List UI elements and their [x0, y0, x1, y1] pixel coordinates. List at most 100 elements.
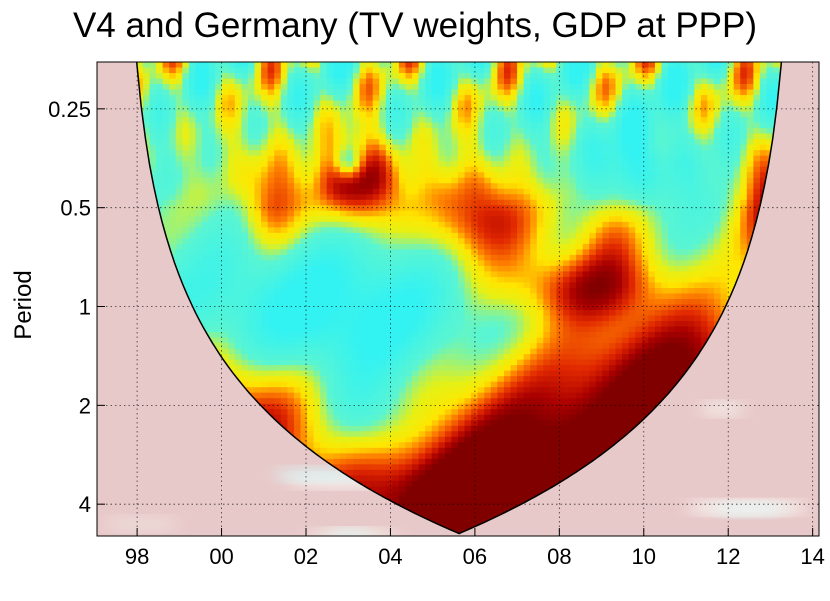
heatmap-cell — [352, 95, 361, 102]
heatmap-cell — [536, 144, 544, 151]
heatmap-cell — [766, 62, 774, 69]
heatmap-cell — [523, 128, 531, 135]
heatmap-cell — [425, 210, 433, 217]
heatmap-cell — [602, 73, 610, 80]
heatmap-cell — [451, 155, 459, 162]
heatmap-cell — [458, 122, 466, 129]
heatmap-cell — [307, 188, 315, 195]
heatmap-cell — [385, 67, 393, 74]
heatmap-cell — [635, 287, 643, 295]
heatmap-cell — [142, 84, 151, 91]
heatmap-cell — [517, 304, 525, 311]
heatmap-cell — [694, 299, 702, 306]
heatmap-cell — [569, 106, 577, 113]
heatmap-cell — [713, 100, 722, 107]
heatmap-cell — [569, 166, 577, 173]
heatmap-cell — [333, 117, 341, 124]
heatmap-cell — [766, 67, 774, 74]
heatmap-cell — [359, 271, 367, 278]
heatmap-cell — [523, 122, 531, 129]
heatmap-cell — [405, 67, 413, 74]
heatmap-cell — [477, 166, 485, 173]
heatmap-cell — [569, 243, 577, 250]
heatmap-cell — [490, 238, 498, 245]
heatmap-cell — [740, 199, 748, 206]
heatmap-cell — [234, 95, 242, 102]
heatmap-cell — [608, 155, 617, 162]
heatmap-cell — [438, 177, 446, 184]
heatmap-cell — [438, 199, 446, 206]
heatmap-cell — [228, 155, 236, 162]
heatmap-cell — [425, 254, 433, 262]
heatmap-cell — [241, 177, 249, 184]
heatmap-cell — [169, 199, 177, 206]
heatmap-cell — [595, 67, 603, 74]
heatmap-cell — [320, 155, 328, 162]
heatmap-cell — [444, 216, 453, 223]
heatmap-cell — [484, 67, 492, 74]
heatmap-cell — [352, 199, 361, 206]
heatmap-cell — [142, 128, 151, 135]
heatmap-cell — [674, 100, 682, 107]
heatmap-cell — [536, 282, 544, 289]
heatmap-cell — [215, 304, 223, 311]
heatmap-cell — [175, 210, 183, 217]
heatmap-cell — [523, 177, 531, 184]
heatmap-cell — [556, 161, 564, 168]
heatmap-cell — [188, 293, 197, 300]
heatmap-cell — [766, 84, 774, 91]
heatmap-cell — [668, 150, 676, 157]
heatmap-cell — [221, 310, 229, 317]
heatmap-cell — [412, 210, 420, 217]
heatmap-cell — [287, 221, 295, 228]
heatmap-cell — [241, 216, 249, 223]
heatmap-cell — [425, 177, 433, 184]
heatmap-cell — [274, 111, 282, 118]
heatmap-cell — [654, 227, 663, 234]
heatmap-cell — [563, 172, 571, 179]
heatmap-cell — [628, 150, 636, 157]
heatmap-cell — [392, 122, 400, 129]
heatmap-cell — [471, 227, 479, 234]
heatmap-cell — [287, 205, 295, 212]
heatmap-cell — [405, 271, 413, 278]
heatmap-cell — [608, 276, 617, 284]
heatmap-cell — [241, 117, 249, 124]
heatmap-cell — [536, 205, 544, 212]
heatmap-cell — [753, 183, 761, 190]
heatmap-cell — [431, 293, 439, 300]
heatmap-cell — [366, 199, 374, 206]
heatmap-cell — [681, 89, 689, 96]
heatmap-cell — [333, 144, 341, 151]
heatmap-cell — [339, 221, 348, 228]
heatmap-cell — [352, 210, 361, 217]
heatmap-cell — [326, 95, 334, 102]
heatmap-cell — [267, 249, 275, 256]
heatmap-cell — [202, 232, 210, 239]
heatmap-cell — [569, 210, 577, 217]
heatmap-cell — [234, 271, 242, 278]
heatmap-cell — [740, 205, 748, 212]
heatmap-cell — [267, 260, 275, 267]
heatmap-cell — [444, 194, 453, 201]
heatmap-cell — [543, 260, 551, 267]
heatmap-cell — [208, 205, 216, 212]
heatmap-cell — [215, 199, 223, 206]
heatmap-cell — [582, 89, 590, 96]
heatmap-cell — [654, 299, 663, 306]
heatmap-cell — [162, 106, 170, 113]
heatmap-cell — [615, 128, 623, 135]
heatmap-cell — [346, 155, 354, 162]
heatmap-cell — [333, 210, 341, 217]
heatmap-cell — [398, 177, 407, 184]
heatmap-cell — [431, 238, 439, 245]
heatmap-cell — [320, 78, 328, 85]
heatmap-cell — [713, 150, 722, 157]
heatmap-cell — [175, 166, 183, 173]
heatmap-cell — [451, 73, 459, 80]
heatmap-cell — [510, 150, 518, 157]
heatmap-cell — [182, 243, 190, 250]
heatmap-cell — [438, 139, 446, 146]
heatmap-cell — [694, 260, 702, 267]
heatmap-cell — [188, 299, 197, 306]
